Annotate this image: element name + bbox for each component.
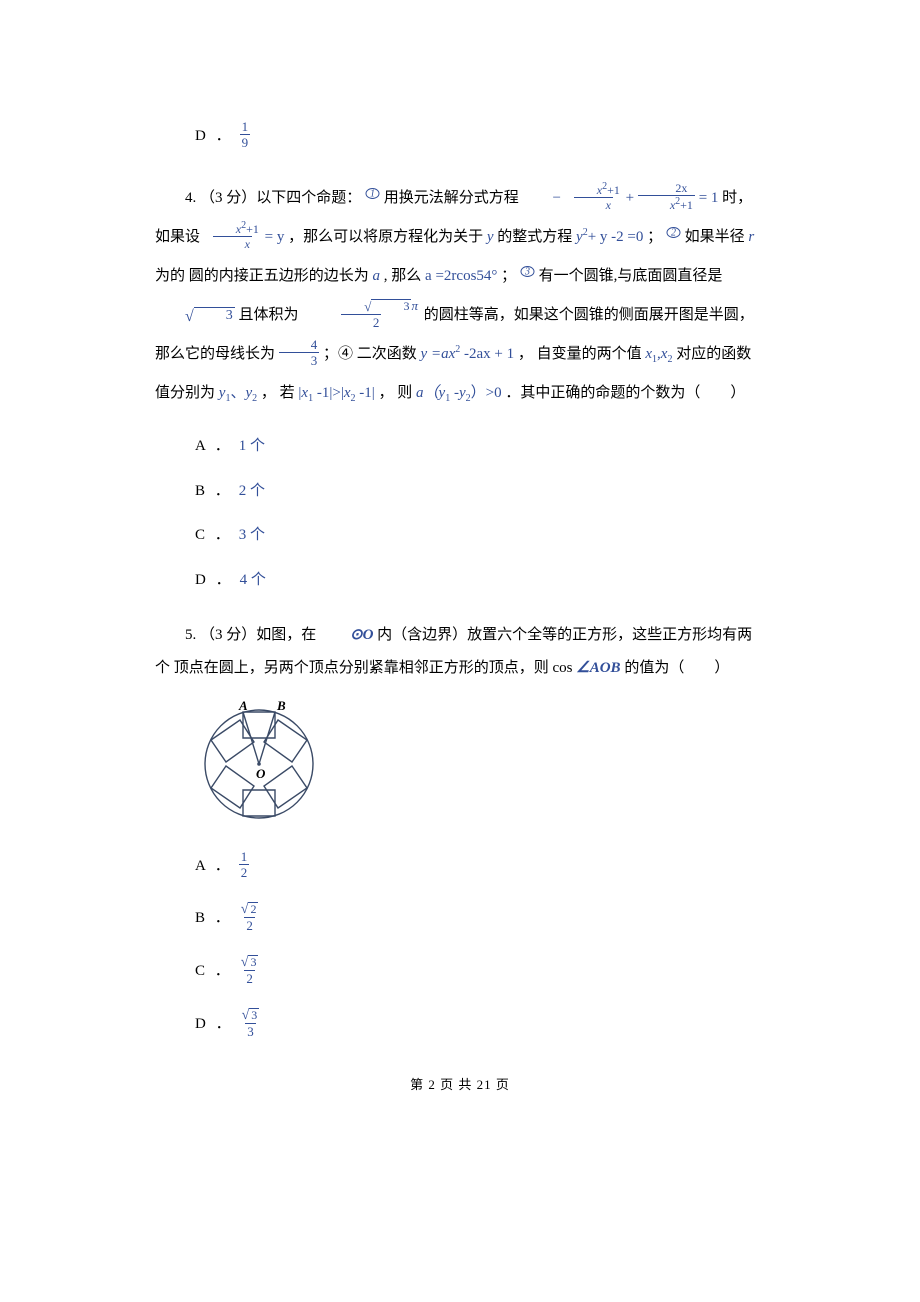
hexagon-circle-figure: A B O bbox=[195, 700, 323, 822]
fraction-1-2: 1 2 bbox=[239, 850, 250, 879]
option-text: 2 个 bbox=[239, 483, 265, 499]
q5-option-d: D ． √3 3 bbox=[195, 1009, 765, 1040]
label-A: A bbox=[238, 700, 248, 713]
text: 的整式方程 bbox=[497, 229, 576, 245]
text: ， 若 bbox=[261, 385, 295, 401]
text: 有一个圆锥,与底面圆直径是 bbox=[539, 268, 723, 284]
text: 如果半径 bbox=[685, 229, 749, 245]
var-a: a bbox=[373, 268, 381, 284]
page: D ． 1 9 4. （3 分）以下四个命题： 1 用换元法解分式方程 − x2… bbox=[0, 0, 920, 1135]
text: ； bbox=[647, 229, 666, 245]
y2: y2 bbox=[245, 385, 257, 401]
text: 顶点在圆上，另两个顶点分别紧靠相邻正方形的顶点，则 cos bbox=[174, 660, 577, 676]
text: 用换元法解分式方程 bbox=[384, 190, 523, 206]
option-text: 3 个 bbox=[239, 527, 265, 543]
abs-inequality: |x1 -1|>|x2 -1| bbox=[298, 385, 378, 401]
option-text: 1 个 bbox=[239, 438, 265, 454]
q5-option-a: A ． 1 2 bbox=[195, 852, 765, 881]
eq2-rhs: = y bbox=[265, 229, 285, 245]
q4-option-a: A ． 1 个 bbox=[195, 435, 765, 458]
x1: x1 bbox=[645, 346, 657, 362]
fraction-sqrt2-2: √2 2 bbox=[239, 901, 261, 932]
q5-option-b: B ． √2 2 bbox=[195, 903, 765, 934]
circled-2-icon: 2 bbox=[666, 225, 681, 240]
svg-text:3: 3 bbox=[524, 267, 530, 278]
question-4: 4. （3 分）以下四个命题： 1 用换元法解分式方程 − x2+1 x + 2… bbox=[155, 179, 765, 413]
text: 圆的内接正五边形的边长为 bbox=[189, 268, 373, 284]
circled-3-icon: 3 bbox=[520, 264, 535, 279]
option-label: A ． bbox=[195, 855, 233, 878]
option-label: D ． bbox=[195, 569, 234, 592]
eq3: y2+ y -2 =0 bbox=[576, 229, 643, 245]
option-label: C ． bbox=[195, 960, 233, 983]
svg-text:2: 2 bbox=[671, 228, 676, 239]
fraction-sqrt3-2: √3 2 bbox=[239, 954, 261, 985]
q5-option-c: C ． √3 2 bbox=[195, 956, 765, 987]
eq1: − x2+1 x + 2x x2+1 = 1 bbox=[523, 179, 719, 218]
option-label: A ． bbox=[195, 435, 233, 458]
x2: x2 bbox=[661, 346, 673, 362]
fraction-sqrt3-3: √3 3 bbox=[240, 1007, 262, 1038]
page-footer: 第 2 页 共 21 页 bbox=[155, 1075, 765, 1095]
var-y: y bbox=[487, 229, 494, 245]
text: ， 自变量的两个值 bbox=[518, 346, 646, 362]
q4-lead: 4. （3 分）以下四个命题： bbox=[185, 190, 365, 206]
eq2-lhs: x2+1 x bbox=[204, 221, 261, 250]
text: 为的 bbox=[155, 268, 185, 284]
option-label: D ． bbox=[195, 125, 234, 148]
option-label: D ． bbox=[195, 1013, 234, 1036]
label-B: B bbox=[276, 700, 286, 713]
frac-sqrt3pi-2: √3π 2 bbox=[302, 299, 420, 329]
text: ，那么可以将原方程化为关于 bbox=[288, 229, 487, 245]
text: ；④ bbox=[323, 346, 353, 362]
option-label: B ． bbox=[195, 480, 233, 503]
text: 的值为（ ） bbox=[624, 660, 729, 676]
frac-4-3: 4 3 bbox=[279, 338, 320, 367]
option-label: B ． bbox=[195, 907, 233, 930]
svg-text:1: 1 bbox=[370, 189, 375, 200]
y1: y1 bbox=[219, 385, 231, 401]
text: ．其中正确的命题的个数为（ ） bbox=[505, 385, 745, 401]
text: ， 则 bbox=[379, 385, 417, 401]
sqrt3: √3 bbox=[155, 307, 235, 323]
circled-1-icon: 1 bbox=[365, 186, 380, 201]
option-label: C ． bbox=[195, 524, 233, 547]
q4-option-c: C ． 3 个 bbox=[195, 524, 765, 547]
text: 且体积为 bbox=[239, 307, 303, 323]
var-r: r bbox=[748, 229, 754, 245]
q5-figure: A B O bbox=[195, 700, 765, 830]
text: 二次函数 bbox=[357, 346, 421, 362]
text: 5. （3 分）如图，在 bbox=[185, 627, 320, 643]
fraction-1-9: 1 9 bbox=[240, 120, 251, 149]
text: , 那么 bbox=[384, 268, 425, 284]
q3-option-d: D ． 1 9 bbox=[195, 122, 765, 151]
eq6: a（y1 -y2）>0 bbox=[416, 385, 502, 401]
eq5: y =ax2 -2ax + 1 bbox=[421, 346, 515, 362]
q4-option-b: B ． 2 个 bbox=[195, 480, 765, 503]
q4-option-d: D ． 4 个 bbox=[195, 569, 765, 592]
eq4: a =2rcos54° bbox=[425, 268, 497, 284]
text: ； bbox=[501, 268, 520, 284]
circle-O: ⊙O bbox=[320, 619, 373, 652]
label-O: O bbox=[256, 766, 266, 781]
question-5: 5. （3 分）如图，在 ⊙O 内（含边界）放置六个全等的正方形，这些正方形均有… bbox=[155, 619, 765, 685]
option-text: 4 个 bbox=[240, 572, 266, 588]
angle-AOB: ∠AOB bbox=[576, 660, 620, 676]
